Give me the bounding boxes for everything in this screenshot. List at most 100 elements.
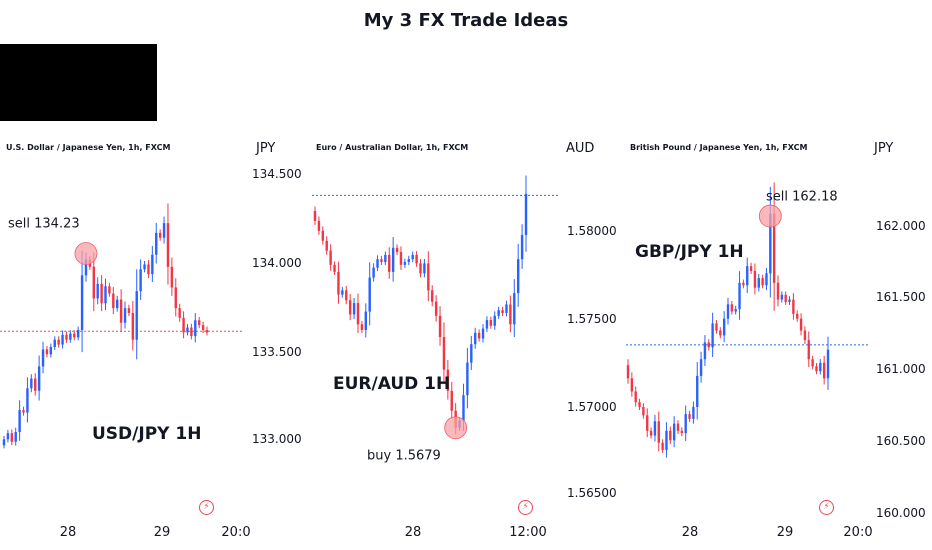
y-tick-label: 160.000 bbox=[876, 506, 926, 520]
lightning-icon[interactable]: ⚡ bbox=[199, 500, 214, 515]
y-tick-label: 134.500 bbox=[252, 167, 302, 181]
candle-body bbox=[372, 267, 375, 278]
candle-body bbox=[182, 317, 185, 333]
candle-body bbox=[329, 250, 332, 265]
candle-body bbox=[438, 315, 442, 338]
candle-body bbox=[477, 332, 481, 339]
candle-body bbox=[92, 266, 95, 299]
candle-body bbox=[399, 252, 403, 265]
candle-body bbox=[30, 378, 33, 389]
candle-body bbox=[407, 259, 410, 262]
candle-body bbox=[190, 327, 193, 337]
candle-body bbox=[26, 388, 29, 413]
candle-body bbox=[84, 259, 88, 276]
candle-body bbox=[131, 313, 135, 340]
candle-body bbox=[722, 318, 726, 336]
usdjpy-chart-panel[interactable]: U.S. Dollar / Japanese Yen, 1h, FXCM JPY… bbox=[0, 130, 302, 550]
candle-body bbox=[201, 325, 205, 330]
candle-body bbox=[711, 323, 714, 348]
candle-body bbox=[462, 395, 465, 421]
candle-body bbox=[139, 269, 142, 292]
euraud-candles bbox=[312, 175, 558, 440]
candle-body bbox=[37, 366, 41, 391]
candle-body bbox=[692, 406, 695, 419]
pair-label: EUR/AUD 1H bbox=[333, 374, 451, 394]
candle-body bbox=[734, 309, 737, 312]
candle-body bbox=[73, 333, 76, 338]
candle-body bbox=[49, 347, 53, 355]
candle-body bbox=[485, 320, 489, 329]
candle-body bbox=[100, 283, 103, 304]
candle-body bbox=[638, 402, 641, 407]
candle-body bbox=[811, 359, 814, 367]
candle-body bbox=[753, 270, 757, 288]
y-tick-label: 1.56500 bbox=[567, 486, 617, 500]
candle-body bbox=[642, 406, 645, 416]
candle-body bbox=[313, 211, 317, 221]
candle-body bbox=[761, 278, 764, 286]
candle-body bbox=[749, 266, 753, 271]
candle-body bbox=[707, 342, 710, 348]
x-tick-label: 20:0 bbox=[843, 525, 873, 540]
candle-body bbox=[348, 300, 352, 315]
trade-marker bbox=[758, 204, 782, 228]
lightning-icon[interactable]: ⚡ bbox=[819, 500, 834, 515]
candle-body bbox=[646, 415, 649, 431]
redaction-box bbox=[0, 44, 157, 121]
candle-body bbox=[155, 232, 158, 255]
candle-body bbox=[446, 369, 450, 391]
candle-body bbox=[497, 310, 500, 316]
currency-label: JPY bbox=[874, 141, 894, 156]
candle-body bbox=[360, 324, 364, 330]
candle-body bbox=[434, 301, 438, 316]
candle-body bbox=[489, 320, 493, 326]
y-tick-label: 133.500 bbox=[252, 345, 302, 359]
candle-body bbox=[69, 333, 72, 340]
candle-body bbox=[796, 313, 799, 319]
candle-body bbox=[368, 277, 371, 312]
candle-body bbox=[2, 439, 6, 446]
y-tick-label: 133.000 bbox=[252, 432, 302, 446]
candle-body bbox=[726, 304, 730, 319]
candle-body bbox=[10, 433, 14, 442]
candle-body bbox=[403, 262, 407, 265]
candle-body bbox=[703, 342, 707, 360]
trade-marker bbox=[444, 416, 468, 440]
candle-body bbox=[147, 264, 150, 275]
candle-body bbox=[143, 264, 146, 270]
candle-body bbox=[364, 311, 368, 330]
candle-body bbox=[22, 410, 25, 413]
trade-marker bbox=[74, 242, 98, 265]
candle-body bbox=[380, 259, 383, 262]
candle-body bbox=[205, 330, 209, 333]
candle-body bbox=[513, 293, 516, 325]
candle-body bbox=[516, 259, 520, 294]
candle-body bbox=[321, 230, 325, 241]
candle-body bbox=[792, 299, 795, 314]
candle-body bbox=[419, 263, 422, 274]
candle-body bbox=[341, 290, 344, 295]
y-tick-label: 1.57500 bbox=[567, 312, 617, 326]
candle-body bbox=[799, 318, 803, 331]
candle-body bbox=[680, 430, 684, 434]
candle-body bbox=[742, 282, 745, 286]
candle-body bbox=[423, 263, 426, 274]
x-tick-label: 29 bbox=[153, 525, 171, 540]
candle-body bbox=[765, 273, 768, 286]
pair-label: USD/JPY 1H bbox=[92, 424, 202, 444]
euraud-chart-panel[interactable]: Euro / Australian Dollar, 1h, FXCM AUD 1… bbox=[310, 130, 620, 550]
candle-body bbox=[719, 330, 722, 336]
candle-body bbox=[788, 299, 791, 302]
candle-body bbox=[630, 378, 634, 392]
candle-body bbox=[151, 254, 154, 275]
lightning-icon[interactable]: ⚡ bbox=[518, 500, 533, 515]
candle-body bbox=[501, 310, 504, 313]
candle-body bbox=[493, 315, 496, 326]
symbol-label: British Pound / Japanese Yen, 1h, FXCM bbox=[630, 143, 808, 152]
candle-body bbox=[653, 421, 657, 436]
usdjpy-candles bbox=[0, 203, 244, 449]
x-tick-label: 29 bbox=[776, 525, 794, 540]
candle-body bbox=[53, 339, 56, 347]
candle-body bbox=[34, 378, 37, 391]
gbpjpy-chart-panel[interactable]: British Pound / Japanese Yen, 1h, FXCM J… bbox=[624, 130, 932, 550]
